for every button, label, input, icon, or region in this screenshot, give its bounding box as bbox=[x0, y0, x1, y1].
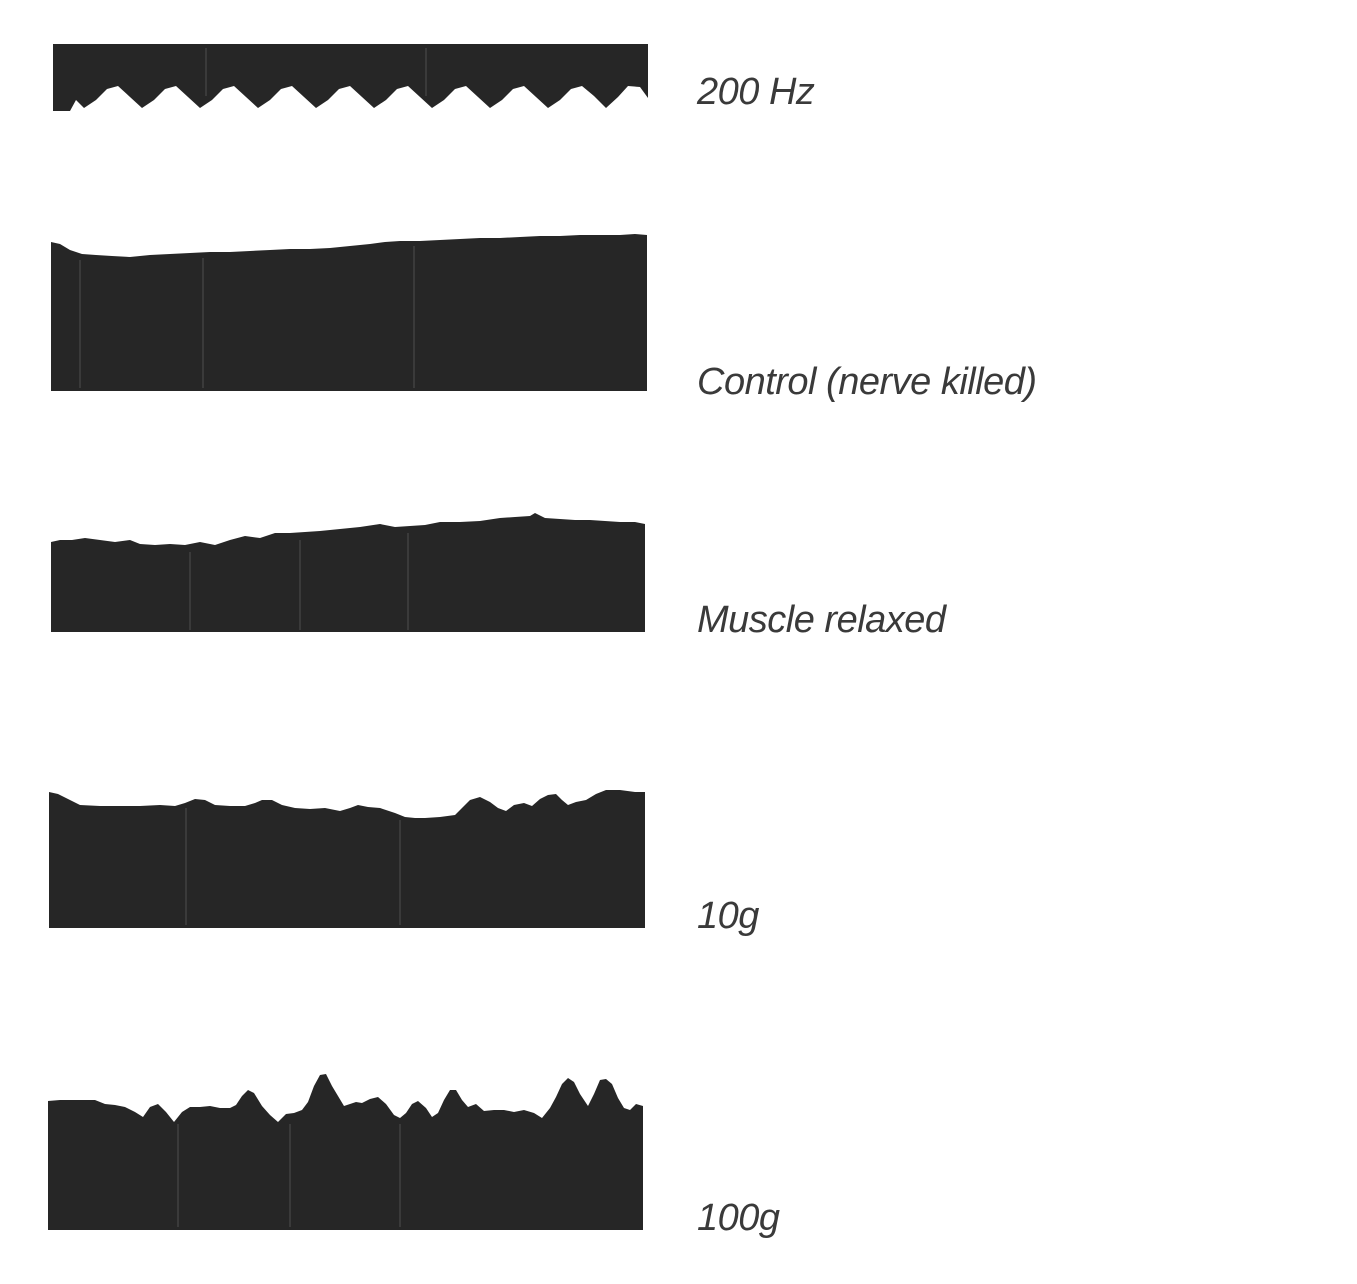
trace-load100-label: 100g bbox=[697, 1197, 780, 1239]
trace-load10 bbox=[49, 790, 645, 928]
trace-calibration-waveform bbox=[53, 44, 648, 111]
trace-relaxed-label: Muscle relaxed bbox=[697, 599, 948, 641]
trace-load10-label: 10g bbox=[697, 895, 759, 937]
trace-calibration bbox=[53, 44, 648, 111]
trace-load100 bbox=[48, 1074, 643, 1230]
trace-load100-waveform bbox=[48, 1074, 643, 1230]
trace-load10-waveform bbox=[49, 790, 645, 928]
trace-relaxed-waveform bbox=[51, 513, 645, 632]
trace-relaxed bbox=[51, 513, 645, 632]
trace-control-waveform bbox=[51, 234, 647, 391]
trace-control bbox=[51, 234, 647, 391]
trace-control-label: Control (nerve killed) bbox=[697, 361, 1037, 403]
trace-calibration-label: 200 Hz bbox=[696, 71, 815, 113]
